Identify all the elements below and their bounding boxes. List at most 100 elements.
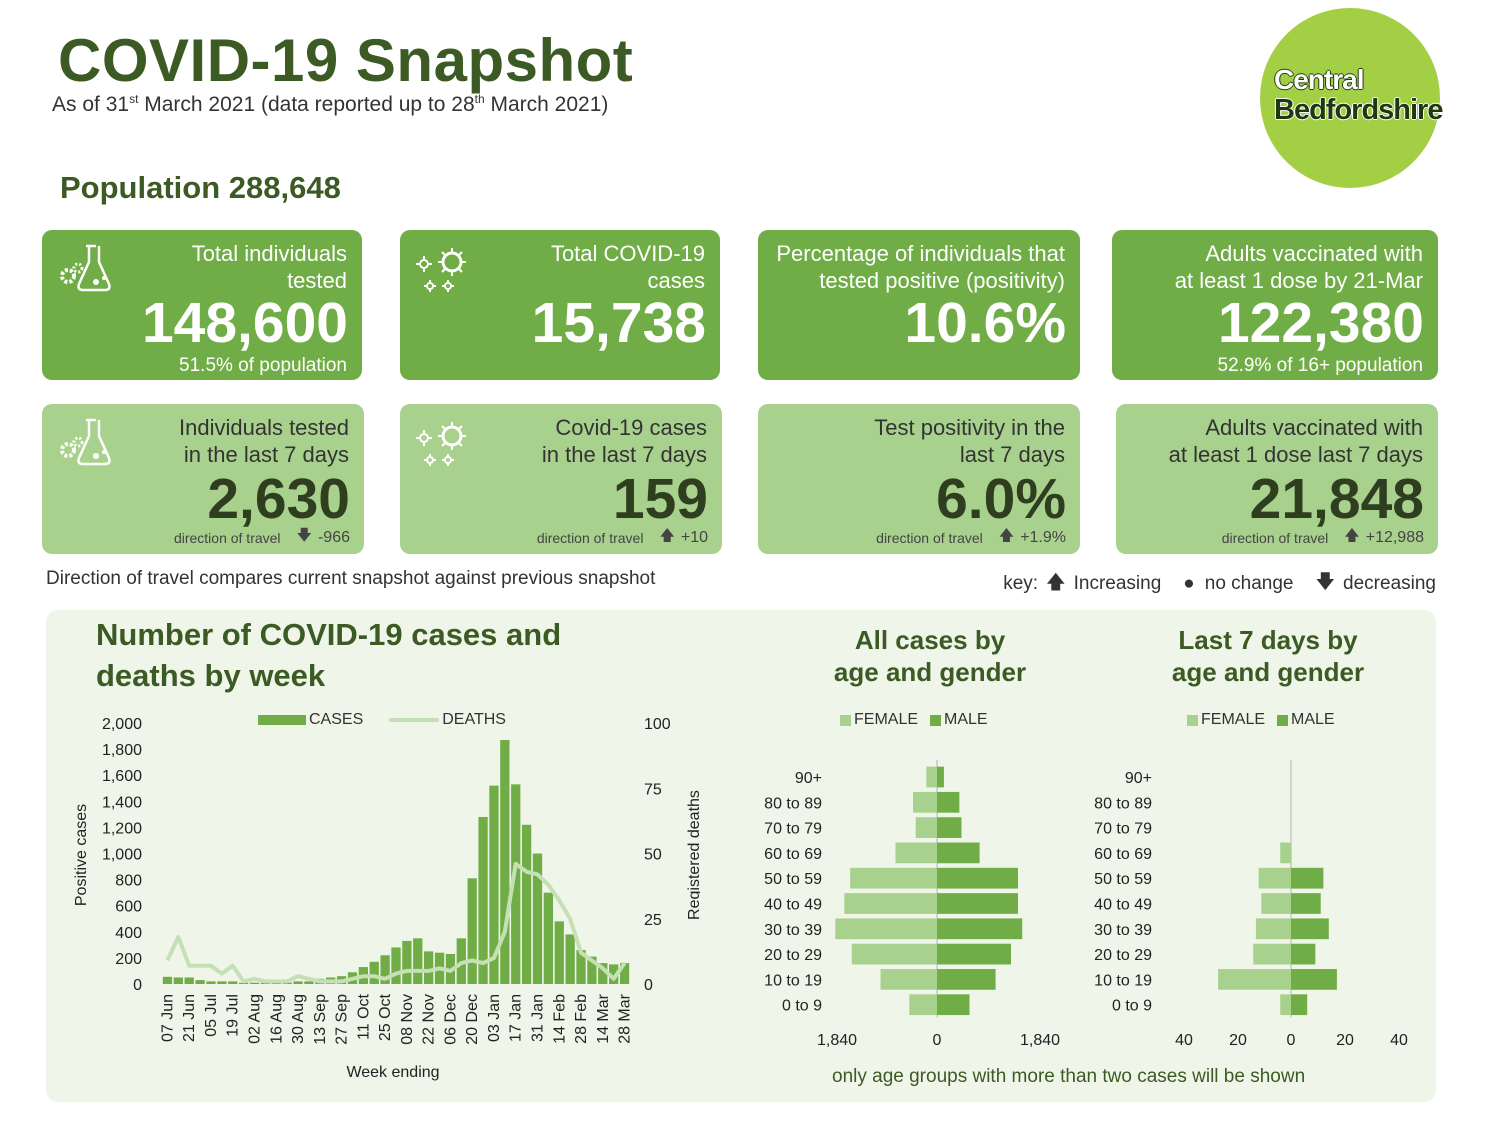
cases-deaths-legend: CASES DEATHS <box>258 711 506 729</box>
male-bar <box>1291 893 1321 914</box>
male-bar <box>937 893 1018 914</box>
age-group-label: 90+ <box>795 770 822 787</box>
key-no-change: no change <box>1204 573 1294 594</box>
legend-swatch-male <box>1277 714 1289 726</box>
card-value: 6.0% <box>936 467 1066 531</box>
x-tick-label: 22 Nov <box>421 994 438 1045</box>
cases-bar <box>228 981 238 984</box>
legend-label-female: FEMALE <box>854 711 919 728</box>
last-7-days-pyramid-title: Last 7 days by age and gender <box>1171 625 1365 687</box>
direction-note: Direction of travel compares current sna… <box>46 568 656 589</box>
cases-bar <box>554 921 564 984</box>
x-axis-title: Week ending <box>346 1064 439 1081</box>
female-bar <box>1261 893 1291 914</box>
male-bar <box>1291 994 1308 1016</box>
x-tick-label: 28 Mar <box>617 993 634 1043</box>
key-decreasing: decreasing <box>1343 573 1436 594</box>
logo-line-1: Central <box>1274 64 1364 95</box>
cases-bar <box>609 964 619 984</box>
central-bedfordshire-logo: Central Bedfordshire <box>1260 8 1443 188</box>
subtitle-text: March 2021) <box>484 93 609 116</box>
cases-bar <box>413 938 423 984</box>
card-positivity: Percentage of individuals that tested pos… <box>758 230 1080 380</box>
arrow-up-icon: 🡅 <box>998 527 1015 544</box>
female-bar <box>895 842 937 864</box>
female-bar <box>1218 969 1291 990</box>
card-label: Percentage of individuals that tested pos… <box>776 241 1065 293</box>
card-value: 10.6% <box>904 291 1066 355</box>
cases-bar <box>402 940 412 984</box>
arrow-up-icon: 🡅 <box>659 527 675 544</box>
cases-bar <box>293 981 303 984</box>
arrow-up-icon: 🡅 <box>1046 572 1066 593</box>
legend-label-male: MALE <box>1291 711 1335 728</box>
cases-bar <box>369 961 379 984</box>
x-tick-label: 28 Feb <box>573 994 590 1044</box>
y-tick-label: 800 <box>115 873 142 890</box>
x-tick-label: 14 Mar <box>595 993 612 1043</box>
card-subtext: 52.9% of 16+ population <box>1217 355 1423 376</box>
x-tick-label: 25 Oct <box>377 993 394 1041</box>
female-bar <box>915 817 937 838</box>
page-title: COVID-19 Snapshot <box>58 27 634 94</box>
arrow-up-icon: 🡅 <box>1344 527 1360 544</box>
flask-gears-icon <box>60 244 111 292</box>
cases-bar <box>511 784 521 984</box>
logo-line-2: Bedfordshire <box>1274 94 1443 126</box>
cases-bar <box>304 981 314 984</box>
cases-bar <box>217 981 227 984</box>
card-tested-7-days: Individuals tested in the last 7 days 2,6… <box>42 404 364 554</box>
legend-swatch-female <box>1187 714 1198 726</box>
female-bar <box>926 766 937 788</box>
y-tick-label: 200 <box>115 951 142 968</box>
x-tick-label: 20 <box>1336 1032 1354 1049</box>
cases-deaths-chart-title: Number of COVID-19 cases and deaths by we… <box>96 617 562 693</box>
age-group-label: 50 to 59 <box>764 871 822 888</box>
female-bar <box>844 893 937 914</box>
y-tick-label: 2,000 <box>102 716 142 733</box>
x-tick-label: 03 Jan <box>486 994 503 1042</box>
x-tick-label: 07 Jun <box>159 994 176 1042</box>
legend-swatch-male <box>930 714 942 726</box>
y-tick-label: 1,600 <box>102 768 142 785</box>
age-group-label: 50 to 59 <box>1094 871 1152 888</box>
x-tick-label: 1,840 <box>1020 1032 1060 1049</box>
y-tick-label: 400 <box>115 925 142 942</box>
male-bar <box>1291 943 1316 965</box>
cases-bar <box>576 950 586 984</box>
male-bar <box>1291 918 1329 940</box>
x-tick-label: 27 Sep <box>334 994 351 1045</box>
age-group-label: 20 to 29 <box>764 947 822 964</box>
subtitle-text: March 2021 (data reported up to 28 <box>138 93 475 116</box>
y-tick-label: 1,400 <box>102 794 142 811</box>
arrow-down-icon: 🡇 <box>1315 572 1336 593</box>
female-bar <box>913 791 937 813</box>
last-7-days-pyramid-chart: 90+ 80 to 89 70 to 79 60 to 69 50 to 59 40 to… <box>1094 760 1408 1049</box>
legend-swatch-female <box>840 714 851 726</box>
cases-bar <box>565 934 575 984</box>
cases-bar <box>206 981 216 984</box>
cases-bar <box>391 947 401 984</box>
subtitle-sup: th <box>474 92 485 106</box>
female-bar <box>909 994 937 1016</box>
female-bar <box>850 867 937 889</box>
female-bar <box>835 918 937 940</box>
charts-panel <box>46 610 1436 1102</box>
x-tick-label: 11 Oct <box>355 993 372 1040</box>
cases-bar <box>521 824 532 984</box>
female-bar <box>1253 943 1291 965</box>
y2-axis-title: Registered deaths <box>686 790 700 920</box>
card-value: 148,600 <box>141 291 348 355</box>
x-tick-label: 06 Dec <box>442 994 459 1045</box>
virus-icon <box>416 248 466 292</box>
x-tick-label: 0 <box>933 1032 942 1049</box>
card-value: 122,380 <box>1217 291 1424 355</box>
legend-swatch-deaths <box>389 718 440 722</box>
y2-tick-label: 25 <box>644 912 662 929</box>
subtitle-text: As of 31 <box>52 93 130 116</box>
card-label: Individuals tested in the last 7 days <box>179 415 349 467</box>
age-group-label: 40 to 49 <box>1094 897 1152 914</box>
legend-swatch-cases <box>258 715 306 725</box>
card-positivity-7-days: Test positivity in the last 7 days 6.0% d… <box>758 404 1080 554</box>
x-tick-label: 16 Aug <box>268 994 285 1044</box>
